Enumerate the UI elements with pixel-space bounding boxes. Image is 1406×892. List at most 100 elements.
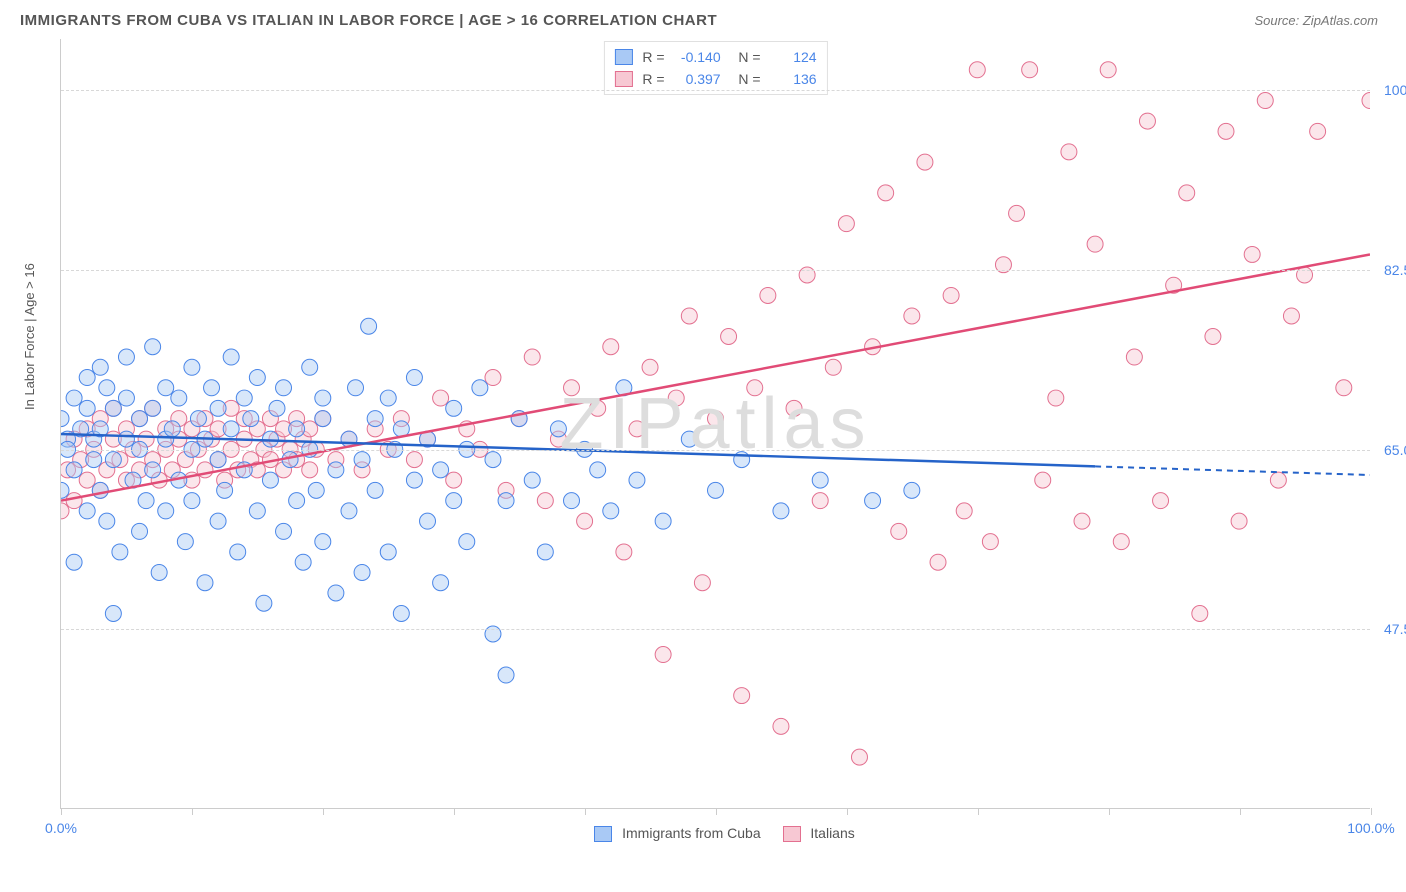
swatch-cuba-icon [594, 826, 612, 842]
data-point-cuba [99, 513, 115, 529]
data-point-cuba [406, 472, 422, 488]
data-point-cuba [380, 390, 396, 406]
data-point-italian [642, 359, 658, 375]
x-axis-min-label: 0.0% [45, 820, 77, 836]
data-point-cuba [472, 380, 488, 396]
chart-area: ZIPatlas R = -0.140 N = 124 R = 0.397 N … [60, 39, 1370, 809]
legend-row-cuba: R = -0.140 N = 124 [614, 46, 816, 68]
data-point-italian [1179, 185, 1195, 201]
source-attribution: Source: ZipAtlas.com [1254, 13, 1378, 28]
data-point-cuba [550, 421, 566, 437]
data-point-italian [1231, 513, 1247, 529]
data-point-cuba [276, 523, 292, 539]
data-point-cuba [537, 544, 553, 560]
trend-line-cuba-dashed [1095, 466, 1370, 475]
data-point-italian [1139, 113, 1155, 129]
data-point-cuba [564, 493, 580, 509]
data-point-cuba [138, 493, 154, 509]
data-point-italian [917, 154, 933, 170]
data-point-cuba [865, 493, 881, 509]
data-point-italian [904, 308, 920, 324]
data-point-italian [891, 523, 907, 539]
data-point-cuba [243, 411, 259, 427]
data-point-italian [760, 287, 776, 303]
data-point-cuba [79, 503, 95, 519]
data-point-italian [1362, 93, 1370, 109]
data-point-cuba [590, 462, 606, 478]
data-point-italian [668, 390, 684, 406]
data-point-cuba [145, 339, 161, 355]
data-point-italian [1257, 93, 1273, 109]
r-value-cuba: -0.140 [675, 49, 721, 65]
data-point-italian [1192, 605, 1208, 621]
data-point-cuba [328, 585, 344, 601]
data-point-cuba [158, 503, 174, 519]
data-point-cuba [230, 544, 246, 560]
data-point-cuba [315, 411, 331, 427]
data-point-italian [1009, 205, 1025, 221]
data-point-cuba [433, 462, 449, 478]
data-point-cuba [151, 564, 167, 580]
data-point-cuba [256, 595, 272, 611]
x-tick [454, 808, 455, 815]
swatch-italian-icon [783, 826, 801, 842]
data-point-cuba [86, 452, 102, 468]
data-point-cuba [79, 400, 95, 416]
data-point-italian [629, 421, 645, 437]
data-point-cuba [158, 380, 174, 396]
data-point-cuba [145, 462, 161, 478]
data-point-italian [433, 390, 449, 406]
data-point-italian [616, 544, 632, 560]
data-point-cuba [92, 482, 108, 498]
data-point-cuba [99, 380, 115, 396]
data-point-cuba [145, 400, 161, 416]
x-tick [585, 808, 586, 815]
data-point-cuba [348, 380, 364, 396]
series-label-italian: Italians [810, 825, 854, 841]
data-point-italian [851, 749, 867, 765]
y-tick-label: 47.5% [1374, 621, 1406, 637]
x-tick [192, 808, 193, 815]
data-point-cuba [262, 431, 278, 447]
gridline [61, 629, 1370, 630]
data-point-cuba [289, 493, 305, 509]
data-point-italian [406, 452, 422, 468]
data-point-cuba [118, 390, 134, 406]
y-axis-label: In Labor Force | Age > 16 [22, 263, 37, 410]
data-point-italian [1310, 123, 1326, 139]
data-point-cuba [354, 564, 370, 580]
data-point-cuba [446, 493, 462, 509]
data-point-cuba [361, 318, 377, 334]
data-point-cuba [524, 472, 540, 488]
data-point-cuba [132, 411, 148, 427]
data-point-cuba [217, 482, 233, 498]
data-point-italian [564, 380, 580, 396]
data-point-cuba [302, 359, 318, 375]
data-point-italian [1336, 380, 1352, 396]
x-tick [323, 808, 324, 815]
data-point-cuba [295, 554, 311, 570]
data-point-cuba [197, 575, 213, 591]
data-point-italian [1270, 472, 1286, 488]
data-point-cuba [812, 472, 828, 488]
data-point-italian [655, 647, 671, 663]
data-point-italian [1061, 144, 1077, 160]
data-point-cuba [393, 605, 409, 621]
x-tick [61, 808, 62, 815]
correlation-legend: R = -0.140 N = 124 R = 0.397 N = 136 [603, 41, 827, 95]
data-point-cuba [367, 482, 383, 498]
y-tick-label: 82.5% [1374, 262, 1406, 278]
data-point-cuba [406, 370, 422, 386]
data-point-italian [721, 329, 737, 345]
data-point-italian [446, 472, 462, 488]
data-point-cuba [269, 400, 285, 416]
data-point-cuba [210, 400, 226, 416]
x-tick [1371, 808, 1372, 815]
n-value-italian: 136 [771, 71, 817, 87]
data-point-italian [1087, 236, 1103, 252]
data-point-cuba [66, 390, 82, 406]
legend-swatch-cuba [614, 49, 632, 65]
series-label-cuba: Immigrants from Cuba [622, 825, 760, 841]
data-point-cuba [66, 554, 82, 570]
gridline [61, 450, 1370, 451]
